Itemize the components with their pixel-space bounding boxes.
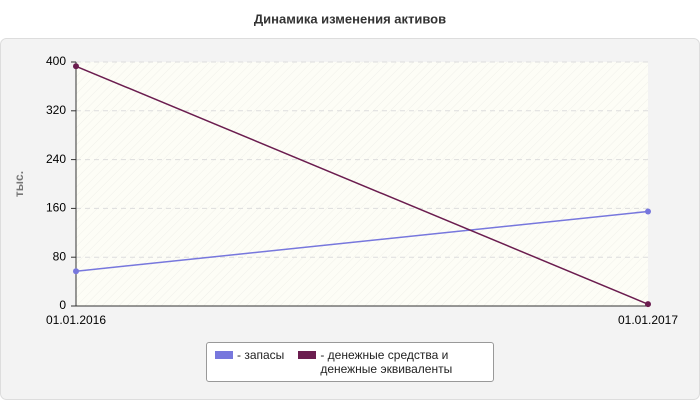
legend: - запасы - денежные средства и денежные э…: [206, 342, 494, 382]
point: [645, 301, 651, 308]
legend-item: - запасы: [215, 348, 284, 376]
legend-label: - запасы: [237, 348, 285, 362]
x-tick-label: 01.01.2016: [46, 313, 106, 327]
point: [645, 208, 651, 215]
x-tick-label: 01.01.2017: [618, 313, 678, 327]
legend-item: - денежные средства и денежные эквивален…: [298, 348, 470, 376]
y-tick-label: 160: [46, 201, 66, 215]
chart-title: Динамика изменения активов: [254, 11, 446, 26]
point: [73, 63, 79, 70]
plot-area: [76, 62, 648, 306]
y-tick-label: 240: [46, 152, 66, 166]
y-tick-label: 400: [46, 54, 66, 68]
legend-swatch: [215, 351, 233, 359]
y-axis-label: тыс.: [12, 171, 26, 197]
y-tick-label: 320: [46, 103, 66, 117]
y-tick-label: 0: [59, 298, 66, 312]
y-tick-label: 80: [53, 249, 67, 263]
legend-label: - денежные средства и денежные эквивален…: [320, 348, 453, 376]
point: [73, 268, 79, 275]
series-line: [75, 65, 649, 305]
series-line: [75, 210, 649, 272]
plot: 0 80 160 240 320 400 01.01.2016 01.01.2017: [46, 54, 678, 327]
legend-swatch: [298, 351, 317, 359]
